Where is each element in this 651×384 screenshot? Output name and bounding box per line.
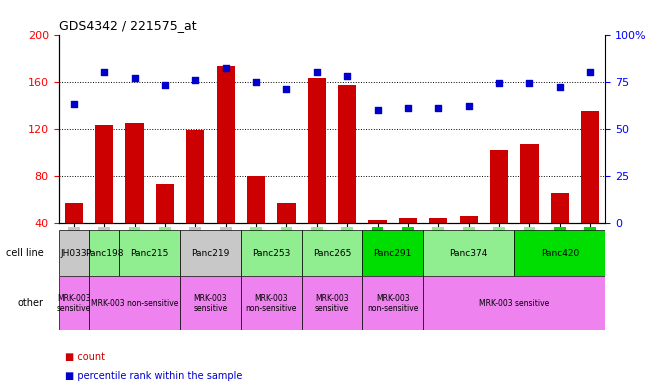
Bar xyxy=(363,276,423,330)
Bar xyxy=(186,130,204,223)
Bar xyxy=(338,85,356,223)
Text: MRK-003 non-sensitive: MRK-003 non-sensitive xyxy=(91,299,178,308)
Text: MRK-003
non-sensitive: MRK-003 non-sensitive xyxy=(245,294,297,313)
Point xyxy=(342,73,352,79)
Bar xyxy=(59,276,89,330)
Text: Panc198: Panc198 xyxy=(85,249,124,258)
Bar xyxy=(59,230,89,276)
Text: Panc253: Panc253 xyxy=(252,249,290,258)
Text: MRK-003 sensitive: MRK-003 sensitive xyxy=(479,299,549,308)
Bar xyxy=(551,193,569,223)
Bar xyxy=(581,111,600,223)
Text: JH033: JH033 xyxy=(61,249,87,258)
Point xyxy=(68,101,79,107)
Bar xyxy=(156,184,174,223)
Bar xyxy=(363,230,423,276)
Text: ■ percentile rank within the sample: ■ percentile rank within the sample xyxy=(65,371,242,381)
Point xyxy=(130,75,140,81)
Text: MRK-003
sensitive: MRK-003 sensitive xyxy=(57,294,91,313)
Point xyxy=(251,79,261,85)
Point xyxy=(494,80,505,86)
Text: Panc374: Panc374 xyxy=(450,249,488,258)
Point xyxy=(221,65,231,71)
Bar xyxy=(180,230,241,276)
Text: MRK-003
non-sensitive: MRK-003 non-sensitive xyxy=(367,294,419,313)
Bar xyxy=(520,144,538,223)
Bar xyxy=(89,276,180,330)
Text: cell line: cell line xyxy=(6,248,44,258)
Bar xyxy=(247,176,265,223)
Text: GDS4342 / 221575_at: GDS4342 / 221575_at xyxy=(59,19,196,32)
Text: Panc291: Panc291 xyxy=(374,249,412,258)
Bar xyxy=(429,218,447,223)
Text: Panc219: Panc219 xyxy=(191,249,230,258)
Point xyxy=(524,80,534,86)
Bar xyxy=(126,123,144,223)
Bar xyxy=(95,125,113,223)
Point xyxy=(99,69,109,75)
Bar xyxy=(180,276,241,330)
Point xyxy=(464,103,474,109)
Bar xyxy=(64,203,83,223)
Point xyxy=(281,86,292,92)
Text: MRK-003
sensitive: MRK-003 sensitive xyxy=(193,294,228,313)
Bar xyxy=(241,276,301,330)
Point xyxy=(433,105,443,111)
Point xyxy=(403,105,413,111)
Bar xyxy=(514,230,605,276)
Text: MRK-003
sensitive: MRK-003 sensitive xyxy=(315,294,349,313)
Bar xyxy=(423,276,605,330)
Bar xyxy=(89,230,119,276)
Bar xyxy=(301,276,363,330)
Text: ■ count: ■ count xyxy=(65,352,105,362)
Point xyxy=(372,107,383,113)
Bar xyxy=(308,78,326,223)
Bar xyxy=(399,218,417,223)
Bar xyxy=(368,220,387,223)
Bar xyxy=(423,230,514,276)
Text: Panc420: Panc420 xyxy=(541,249,579,258)
Bar xyxy=(217,66,235,223)
Bar xyxy=(490,150,508,223)
Bar xyxy=(460,216,478,223)
Point xyxy=(159,82,170,88)
Text: other: other xyxy=(18,298,44,308)
Bar xyxy=(277,203,296,223)
Bar xyxy=(119,230,180,276)
Point xyxy=(555,84,565,90)
Point xyxy=(585,69,596,75)
Point xyxy=(190,77,201,83)
Text: Panc215: Panc215 xyxy=(131,249,169,258)
Bar xyxy=(241,230,301,276)
Text: Panc265: Panc265 xyxy=(313,249,351,258)
Point xyxy=(312,69,322,75)
Bar xyxy=(301,230,363,276)
